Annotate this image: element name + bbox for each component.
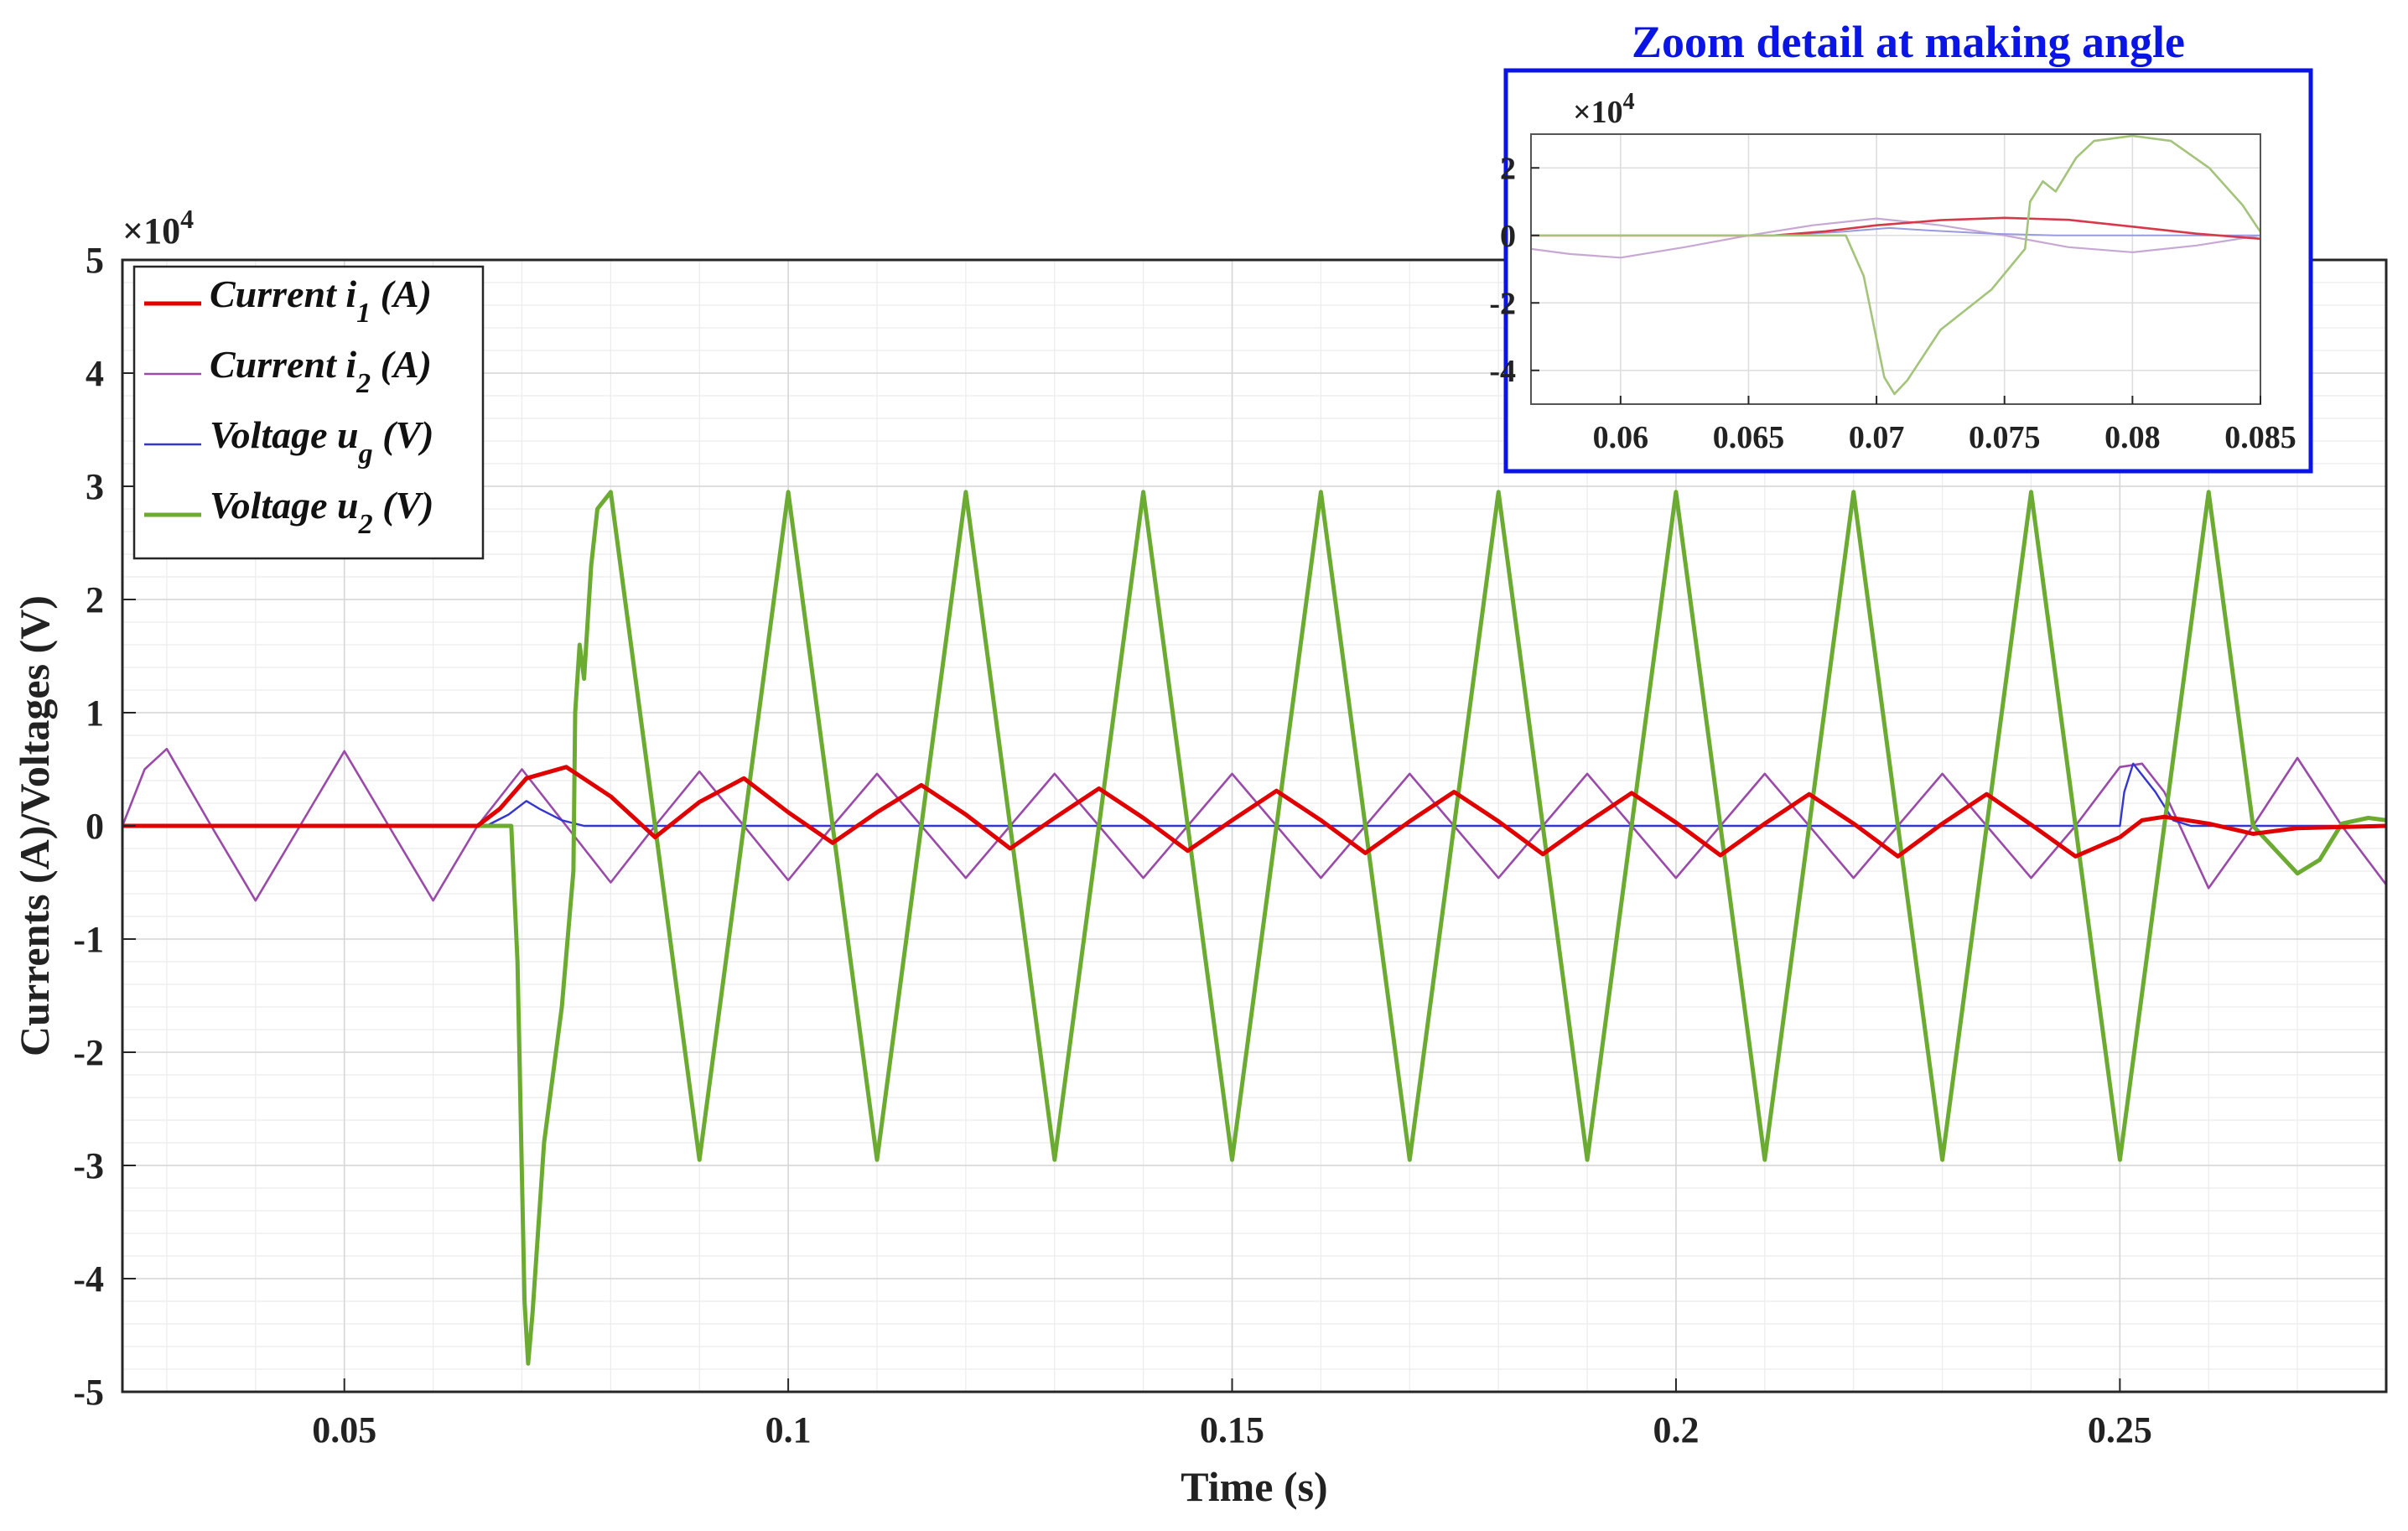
y-tick-label: 2 [1500,151,1516,186]
y-tick-label: 4 [86,353,104,394]
x-tick-label: 0.065 [1713,420,1785,455]
x-axis-label: Time (s) [1181,1463,1327,1510]
y-tick-label: -4 [73,1259,104,1300]
main-series-line-i2 [122,747,2386,902]
main-series-line-u2 [122,490,2386,1366]
inset-series-line-i1 [1531,216,2260,241]
y-tick-label: -2 [73,1032,104,1073]
y-multiplier: ×104 [122,204,194,252]
x-tick-label: 0.08 [2104,420,2161,455]
x-tick-label: 0.2 [1653,1409,1699,1451]
inset-series-line-u2 [1531,134,2260,396]
y-tick-label: 1 [86,693,104,734]
inset-y-multiplier: ×104 [1573,89,1635,130]
inset-series-group [1531,134,2260,396]
inset-series-line-i2 [1531,217,2260,259]
y-tick-label: 0 [86,806,104,847]
y-tick-label: -2 [1489,286,1516,321]
inset-title: Zoom detail at making angle [1632,17,2185,67]
y-tick-label: -5 [73,1372,104,1413]
legend-box [132,265,485,560]
x-tick-label: 0.25 [2088,1409,2152,1451]
y-tick-label: -1 [73,919,104,960]
x-tick-label: 0.085 [2224,420,2296,455]
inset-plot-frame [1530,133,2261,405]
legend-label-u2: Voltage u2 (V) [210,484,433,540]
legend-label-ug: Voltage ug (V) [210,413,433,470]
zoom-inset: Zoom detail at making angle 0.06 0.065 0.0… [1489,17,2313,474]
legend-label-i2: Current i2 (A) [210,343,432,399]
y-tick-label: -4 [1489,354,1516,389]
y-tick-label: 0 [1500,219,1516,254]
y-tick-label: 2 [86,579,104,620]
x-tick-label: 0.05 [312,1409,376,1451]
y-tick-label: 5 [86,240,104,281]
inset-plot-area [1531,134,2260,404]
y-tick-label: -3 [73,1145,104,1186]
x-tick-label: 0.07 [1849,420,1905,455]
x-tick-label: 0.06 [1593,420,1649,455]
main-ticks: 0.05 0.1 0.15 0.2 0.25 5 4 3 2 1 0 -1 -2 -3 -4 -5 [73,240,2152,1451]
main-series-group [122,490,2386,1366]
x-tick-label: 0.15 [1200,1409,1264,1451]
y-axis-label: Currents (A)/Voltages (V) [11,595,58,1056]
x-tick-label: 0.075 [1969,420,2041,455]
y-tick-label: 3 [86,466,104,507]
legend-label-i1: Current i1 (A) [210,272,432,329]
x-tick-label: 0.1 [765,1409,812,1451]
main-series-line-ug [122,762,2386,828]
inset-ticks: 0.06 0.065 0.07 0.075 0.08 0.085 2 0 -2 -4 [1489,151,2296,455]
legend: Current i1 (A) Current i2 (A) Voltage ug (… [132,265,485,560]
main-series-line-i1 [122,765,2386,859]
